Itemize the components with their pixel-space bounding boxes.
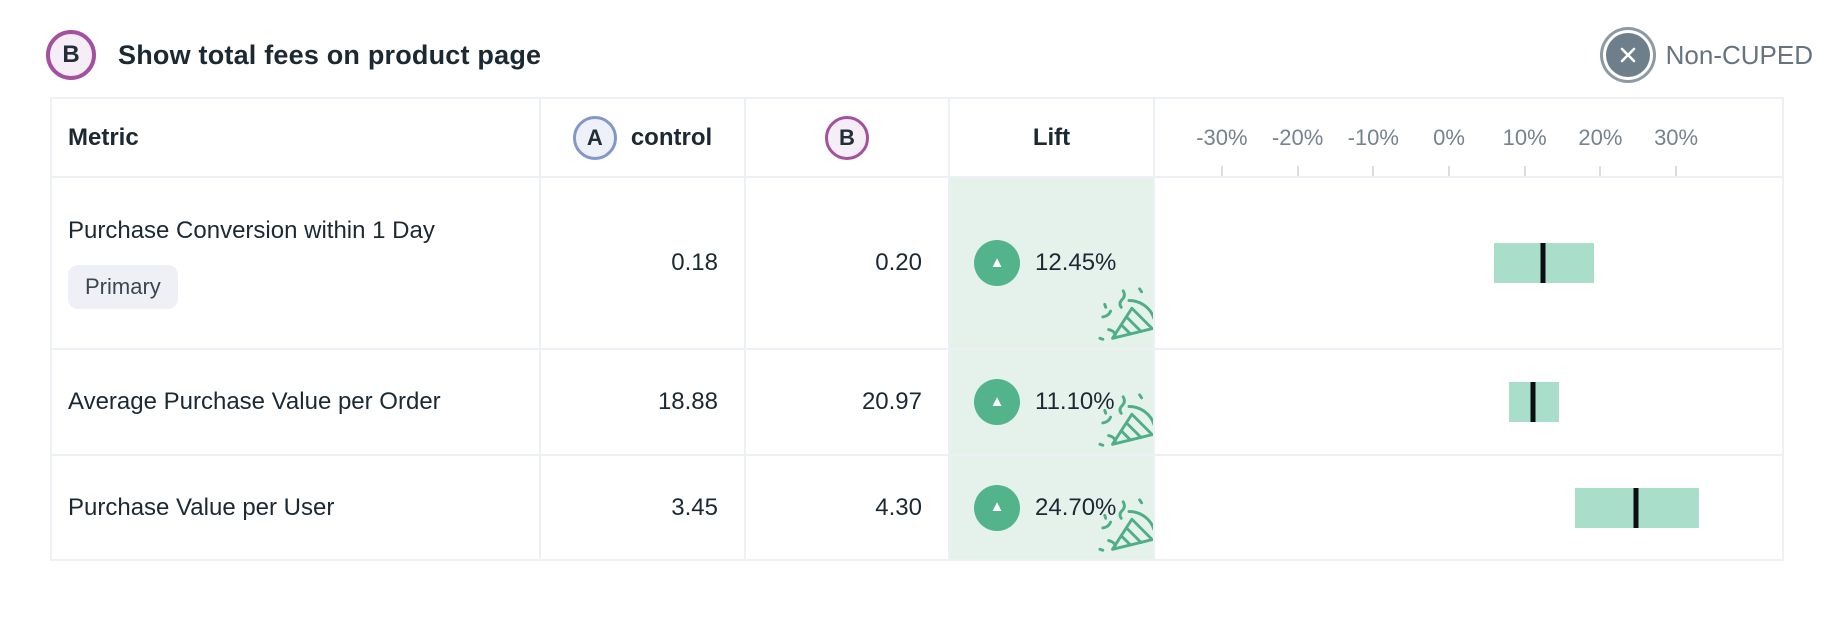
party-popper-icon	[1097, 285, 1153, 348]
axis-tick-mark	[1599, 166, 1602, 176]
metric-cell[interactable]: Average Purchase Value per Order	[52, 350, 539, 454]
lift-cell: ▲ 24.70%	[948, 456, 1153, 559]
lift-cell: ▲ 12.45%	[948, 178, 1153, 348]
control-value-cell: 18.88	[539, 350, 744, 454]
confidence-interval-bar	[1508, 382, 1559, 422]
column-header-variant: B	[744, 99, 948, 176]
cuped-toggle[interactable]: Non-CUPED	[1600, 33, 1813, 77]
variant-value-cell: 20.97	[744, 350, 948, 454]
axis-tick-label: -20%	[1271, 124, 1324, 150]
column-header-control: A control	[539, 99, 744, 176]
party-popper-icon	[1097, 391, 1153, 454]
lift-axis-header: -30% -20% -10% 0% 10% 20% 30%	[1153, 99, 1781, 176]
lift-up-arrow-icon: ▲	[974, 240, 1020, 286]
axis-tick-label: 0%	[1433, 124, 1465, 150]
axis-tick-label: 30%	[1654, 124, 1699, 150]
metric-name: Average Purchase Value per Order	[68, 388, 441, 415]
metric-row: Purchase Conversion within 1 Day Primary…	[52, 176, 1782, 348]
lift-chart-cell	[1153, 178, 1781, 348]
metric-row: Purchase Value per User 3.45 4.30 ▲ 24.7…	[52, 454, 1782, 559]
cuped-label: Non-CUPED	[1665, 39, 1813, 70]
variant-value-cell: 0.20	[744, 178, 948, 348]
metric-row: Average Purchase Value per Order 18.88 2…	[52, 348, 1782, 454]
lift-value: 24.70%	[1035, 493, 1117, 521]
lift-up-arrow-icon: ▲	[974, 484, 1020, 531]
column-header-lift: Lift	[948, 99, 1153, 176]
axis-tick-mark	[1675, 166, 1678, 176]
metric-cell[interactable]: Purchase Value per User	[52, 456, 539, 559]
axis-tick-mark	[1372, 166, 1375, 176]
control-value-cell: 3.45	[539, 456, 744, 559]
experiment-heading: B Show total fees on product page	[46, 30, 541, 80]
party-popper-icon	[1097, 496, 1153, 559]
axis-tick-mark	[1296, 166, 1299, 176]
variant-b-badge-small: B	[825, 115, 869, 160]
lift-chart-cell	[1153, 456, 1781, 559]
column-header-metric: Metric	[68, 123, 139, 151]
primary-tag-badge: Primary	[68, 265, 178, 309]
axis-tick-mark	[1523, 166, 1526, 176]
lift-point-marker	[1633, 487, 1639, 528]
confidence-interval-bar	[1574, 487, 1699, 528]
lift-chart-cell	[1153, 350, 1781, 454]
variant-b-badge: B	[46, 30, 96, 80]
metric-name: Purchase Value per User	[68, 493, 335, 521]
experiment-title: Show total fees on product page	[118, 39, 542, 70]
lift-up-arrow-icon: ▲	[974, 379, 1020, 425]
circle-x-icon[interactable]	[1605, 33, 1650, 77]
lift-point-marker	[1530, 382, 1536, 422]
control-label: control	[630, 123, 713, 151]
table-header-row: Metric A control B Lift -30% -20% -10% 0% 10…	[52, 99, 1782, 176]
lift-value: 12.45%	[1035, 249, 1117, 276]
control-value-cell: 0.18	[539, 178, 744, 348]
axis-tick-mark	[1220, 166, 1223, 176]
metrics-table: Metric A control B Lift -30% -20% -10% 0% 10…	[50, 97, 1784, 561]
lift-value: 11.10%	[1035, 388, 1115, 415]
lift-cell: ▲ 11.10%	[948, 350, 1153, 454]
lift-point-marker	[1540, 243, 1546, 283]
axis-tick-label: 20%	[1578, 124, 1623, 150]
metric-name: Purchase Conversion within 1 Day	[68, 217, 435, 244]
control-a-badge: A	[572, 115, 617, 160]
axis-tick-label: 10%	[1502, 124, 1547, 150]
axis-tick-label: -30%	[1196, 124, 1248, 150]
axis-tick-label: -10%	[1347, 124, 1399, 150]
variant-value-cell: 4.30	[744, 456, 948, 559]
metric-cell[interactable]: Purchase Conversion within 1 Day Primary	[52, 178, 539, 348]
panel-header: B Show total fees on product page Non-CU…	[46, 26, 1813, 84]
axis-tick-mark	[1448, 166, 1450, 176]
confidence-interval-bar	[1494, 243, 1595, 283]
